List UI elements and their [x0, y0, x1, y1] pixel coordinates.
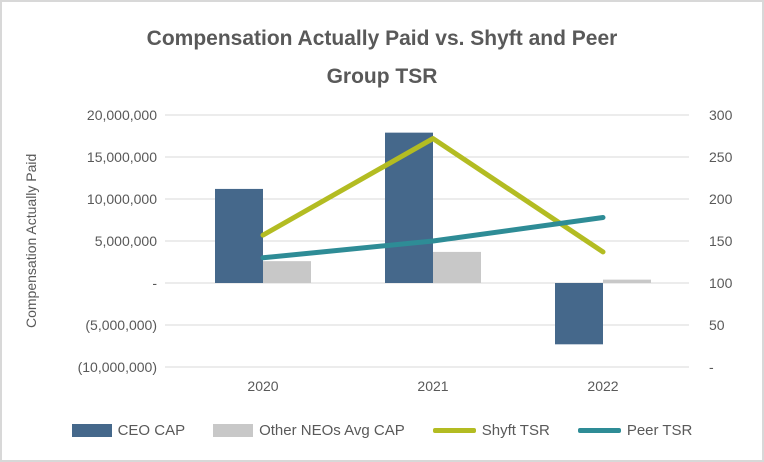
legend-item-shyft-tsr: Shyft TSR: [432, 422, 550, 439]
left-axis-tick-label: (10,000,000): [78, 359, 157, 375]
chart-title-line-1: Compensation Actually Paid vs. Shyft and…: [146, 27, 618, 50]
legend-label-ceo-cap: CEO CAP: [117, 422, 186, 439]
left-axis-tick-label: (5,000,000): [85, 317, 157, 333]
right-axis-tick-label: 250: [709, 149, 733, 165]
left-axis-tick-label: 5,000,000: [95, 233, 157, 249]
right-axis-tick-label: 300: [709, 107, 733, 123]
legend-label-peer-tsr: Peer TSR: [626, 422, 693, 439]
left-axis-tick-label: 20,000,000: [87, 107, 157, 123]
line-peer-tsr: [260, 214, 606, 261]
right-axis-tick-label: 100: [709, 275, 733, 291]
x-axis-category-label: 2022: [587, 378, 618, 394]
right-axis-tick-label: 50: [709, 317, 725, 333]
legend-label-other-neos: Other NEOs Avg CAP: [259, 422, 405, 439]
bar-ceo-cap: [555, 283, 603, 345]
chart-title-line-2: Group TSR: [326, 65, 438, 88]
bar-other-neos-avg-cap: [603, 279, 651, 283]
legend-item-ceo-cap: CEO CAP: [71, 422, 186, 439]
left-axis-tick-label: 10,000,000: [87, 191, 157, 207]
legend-label-shyft-tsr: Shyft TSR: [481, 422, 550, 439]
bar-ceo-cap: [215, 188, 263, 283]
left-axis-tick-label: -: [152, 275, 157, 291]
x-axis-category-label: 2020: [247, 378, 278, 394]
x-axis-category-label: 2021: [417, 378, 448, 394]
line-shyft-tsr: [260, 136, 606, 255]
bar-other-neos-avg-cap: [433, 251, 481, 283]
right-axis-tick-label: 150: [709, 233, 733, 249]
right-axis-tick-label: -: [709, 359, 714, 375]
bar-other-neos-avg-cap: [263, 261, 311, 283]
legend-item-peer-tsr: Peer TSR: [577, 422, 693, 439]
legend-item-other-neos: Other NEOs Avg CAP: [213, 422, 405, 439]
ceo-cap-swatch-icon: [71, 424, 112, 437]
chart-title: Compensation Actually Paid vs. Shyft and…: [2, 20, 762, 96]
legend: CEO CAP Other NEOs Avg CAP Shyft TSR Pee…: [2, 422, 762, 439]
peer-tsr-swatch-icon: [577, 428, 621, 433]
bar-ceo-cap: [385, 132, 433, 283]
right-axis-tick-label: 200: [709, 191, 733, 207]
other-neos-swatch-icon: [213, 424, 254, 437]
shyft-tsr-swatch-icon: [432, 428, 476, 433]
left-axis-tick-label: 15,000,000: [87, 149, 157, 165]
